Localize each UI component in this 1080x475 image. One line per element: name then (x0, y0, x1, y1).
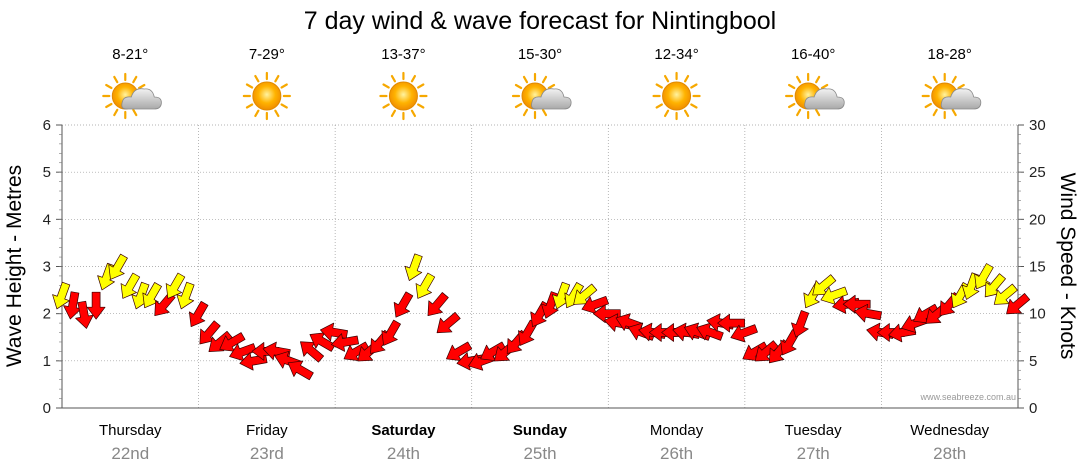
day-name-label: Friday (246, 422, 288, 439)
right-tick-label: 15 (1029, 259, 1046, 276)
weather-row: 8-21° 7-29° 13-37° 15-30° 12-34° 16-40° 18-28° (102, 46, 982, 121)
day-date-label: 27th (797, 444, 830, 463)
right-y-axis: 0 5 10 15 20 25 30 (1018, 117, 1046, 417)
wind-arrow (75, 300, 94, 329)
left-tick-label: 3 (43, 259, 51, 276)
temperature-label: 7-29° (249, 46, 285, 63)
left-y-axis: 0 1 2 3 4 5 6 (43, 117, 62, 417)
wind-arrows (52, 253, 1031, 381)
right-axis-title: Wind Speed - Knots (1056, 173, 1079, 360)
day-name-label: Saturday (371, 422, 436, 439)
temperature-label: 15-30° (518, 46, 562, 63)
wind-arrow (436, 311, 461, 334)
sunny-icon (652, 71, 701, 121)
wind-arrow (165, 272, 186, 299)
day-name-label: Wednesday (910, 422, 989, 439)
left-tick-label: 1 (43, 353, 51, 370)
wind-arrow (393, 291, 414, 318)
partly-cloudy-icon (511, 72, 572, 120)
day-labels: Thursday 22nd Friday 23rd Saturday 24th Sunday… (99, 422, 990, 463)
wind-arrow (176, 281, 195, 310)
wind-arrow (853, 303, 882, 323)
day-date-label: 26th (660, 444, 693, 463)
wind-arrow (1006, 293, 1031, 315)
credit-text: www.seabreeze.com.au (919, 392, 1016, 402)
temperature-label: 13-37° (381, 46, 425, 63)
day-date-label: 23rd (250, 444, 284, 463)
sunny-icon (242, 71, 291, 121)
day-date-label: 25th (523, 444, 556, 463)
wind-arrow (427, 292, 449, 317)
day-date-label: 28th (933, 444, 966, 463)
wind-arrow (415, 272, 436, 299)
wind-arrow (974, 263, 994, 290)
wind-arrow (381, 319, 401, 346)
left-tick-label: 4 (43, 211, 51, 228)
wind-arrow (120, 272, 141, 299)
right-tick-label: 0 (1029, 400, 1037, 417)
partly-cloudy-icon (921, 72, 982, 120)
wind-arrow (330, 333, 359, 352)
chart-grid (62, 124, 1018, 408)
wind-arrow (730, 324, 758, 343)
day-name-label: Thursday (99, 422, 162, 439)
left-tick-label: 5 (43, 164, 51, 181)
wind-arrow (993, 283, 1018, 305)
temperature-label: 8-21° (112, 46, 148, 63)
wind-arrow (188, 300, 209, 328)
wind-arrow (108, 253, 128, 280)
day-name-label: Monday (650, 422, 704, 439)
temperature-label: 12-34° (654, 46, 698, 63)
temperature-label: 18-28° (928, 46, 972, 63)
right-tick-label: 10 (1029, 306, 1046, 323)
left-tick-label: 0 (43, 400, 51, 417)
wind-arrow (86, 291, 106, 320)
partly-cloudy-icon (102, 72, 162, 120)
partly-cloudy-icon (785, 72, 845, 120)
wind-arrow (404, 253, 423, 281)
temperature-label: 16-40° (791, 46, 835, 63)
left-axis-title: Wave Height - Metres (3, 165, 26, 367)
right-tick-label: 20 (1029, 211, 1046, 228)
wind-arrow (717, 313, 745, 333)
right-tick-label: 25 (1029, 164, 1046, 181)
wind-arrow (287, 360, 314, 381)
sunny-icon (379, 71, 428, 121)
right-tick-label: 5 (1029, 353, 1037, 370)
day-date-label: 24th (387, 444, 420, 463)
right-tick-label: 30 (1029, 117, 1046, 134)
wind-arrow (52, 281, 71, 310)
left-tick-label: 2 (43, 306, 51, 323)
wind-arrow (820, 286, 848, 305)
day-date-label: 22nd (111, 444, 149, 463)
day-name-label: Tuesday (785, 422, 842, 439)
day-name-label: Sunday (513, 422, 568, 439)
left-tick-label: 6 (43, 117, 51, 134)
chart-title: 7 day wind & wave forecast for Nintingbo… (304, 7, 776, 35)
wind-arrow (791, 310, 810, 338)
